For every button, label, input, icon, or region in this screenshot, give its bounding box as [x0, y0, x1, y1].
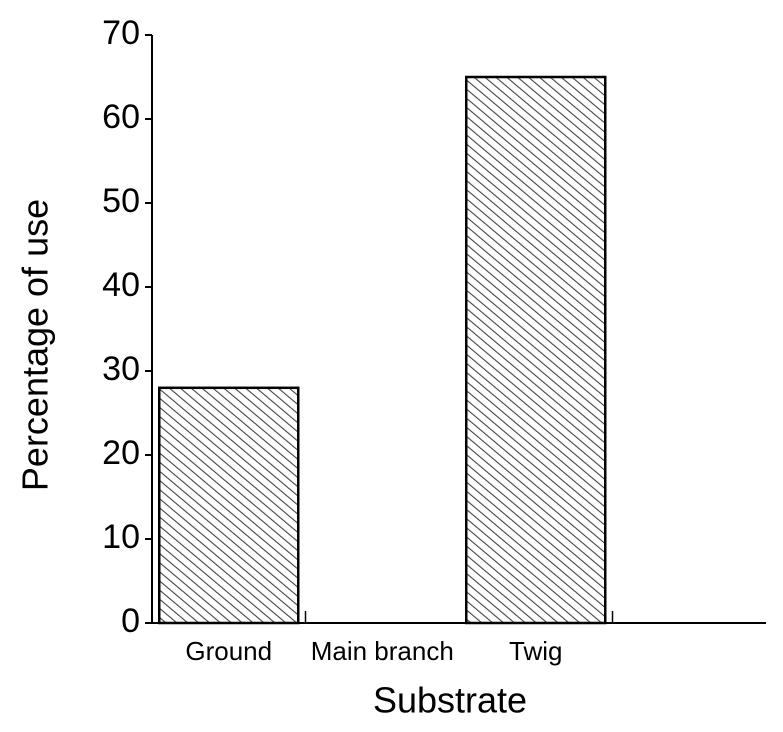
y-tick-label: 10: [102, 518, 140, 556]
x-tick-label: Main branch: [311, 636, 454, 666]
y-tick-label: 60: [102, 98, 140, 136]
y-tick-label: 50: [102, 182, 140, 220]
bar: [158, 386, 300, 625]
x-tick-label: Twig: [509, 636, 562, 666]
x-axis-title: Substrate: [373, 680, 527, 721]
bar: [465, 75, 607, 625]
y-tick-label: 0: [121, 602, 140, 640]
y-tick-label: 40: [102, 266, 140, 304]
x-tick-label: Ground: [185, 636, 272, 666]
y-axis-title: Percentage of use: [15, 199, 56, 491]
y-tick-label: 20: [102, 434, 140, 472]
y-tick-label: 70: [102, 14, 140, 52]
y-tick-label: 30: [102, 350, 140, 388]
